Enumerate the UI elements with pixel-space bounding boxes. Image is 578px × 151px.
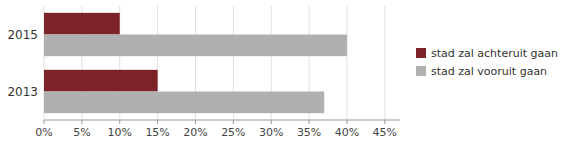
tick-label: 5% xyxy=(73,126,90,139)
tick-mark xyxy=(44,120,45,124)
tick-label: 20% xyxy=(183,126,207,139)
legend: stad zal achteruit gaan stad zal vooruit … xyxy=(416,47,558,78)
tick-label: 25% xyxy=(221,126,245,139)
bar xyxy=(44,35,347,57)
grid-line xyxy=(346,6,347,120)
bar xyxy=(44,13,120,35)
tick-mark xyxy=(81,120,82,124)
chart: 2015 2013 0% 5% 10% 15% 20% 25% 30% 35% 40% 45% stad… xyxy=(0,0,578,151)
tick-mark xyxy=(157,120,158,124)
tick-mark xyxy=(346,120,347,124)
x-axis: 0% 5% 10% 15% 20% 25% 30% 35% 40% 45% xyxy=(35,120,400,139)
tick-mark xyxy=(195,120,196,124)
bars xyxy=(44,13,347,113)
tick-label: 0% xyxy=(35,126,52,139)
tick-mark xyxy=(271,120,272,124)
tick-label: 45% xyxy=(373,126,397,139)
tick-mark xyxy=(119,120,120,124)
category-label: 2015 xyxy=(7,28,38,42)
legend-swatch xyxy=(416,48,426,58)
legend-swatch xyxy=(416,66,426,76)
legend-label: stad zal vooruit gaan xyxy=(431,65,547,78)
tick-mark xyxy=(233,120,234,124)
bar xyxy=(44,92,324,114)
grid-line xyxy=(384,6,385,120)
tick-label: 35% xyxy=(297,126,321,139)
tick-mark xyxy=(384,120,385,124)
tick-mark xyxy=(309,120,310,124)
category-label: 2013 xyxy=(7,85,38,99)
bar xyxy=(44,70,158,92)
tick-label: 30% xyxy=(259,126,283,139)
tick-label: 40% xyxy=(335,126,359,139)
tick-label: 15% xyxy=(145,126,169,139)
tick-label: 10% xyxy=(108,126,132,139)
legend-label: stad zal achteruit gaan xyxy=(431,47,558,60)
grid xyxy=(44,6,385,120)
